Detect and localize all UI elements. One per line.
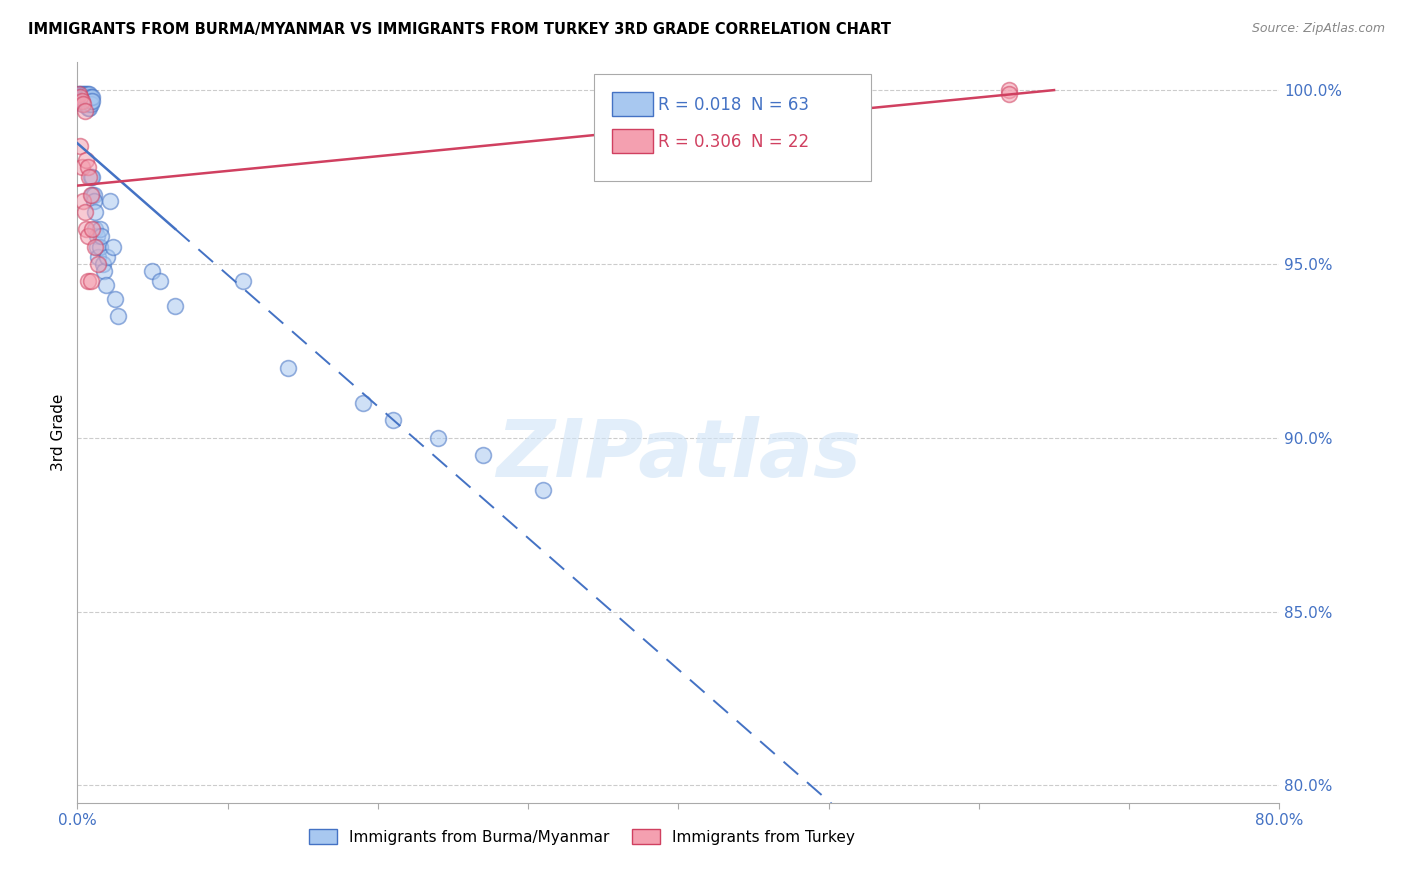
Text: R = 0.018: R = 0.018	[658, 95, 741, 113]
Point	[69, 139, 91, 153]
FancyBboxPatch shape	[612, 92, 654, 116]
Point	[100, 194, 122, 209]
Point	[80, 97, 103, 112]
Point	[86, 240, 108, 254]
Text: ZIPatlas: ZIPatlas	[496, 416, 860, 494]
Point	[76, 97, 98, 112]
FancyBboxPatch shape	[595, 73, 870, 181]
Point	[76, 94, 98, 108]
Point	[89, 240, 111, 254]
Point	[277, 361, 299, 376]
Point	[87, 257, 110, 271]
Point	[104, 292, 127, 306]
Point	[76, 87, 98, 101]
Point	[75, 153, 97, 167]
Point	[73, 205, 96, 219]
Text: N = 63: N = 63	[751, 95, 808, 113]
Point	[73, 94, 96, 108]
Point	[69, 94, 91, 108]
Point	[84, 205, 107, 219]
Point	[90, 229, 112, 244]
Point	[72, 94, 94, 108]
Point	[80, 170, 103, 185]
Point	[352, 396, 374, 410]
Point	[141, 264, 163, 278]
Point	[76, 160, 98, 174]
Point	[73, 90, 96, 104]
Point	[80, 274, 103, 288]
Point	[531, 483, 554, 497]
Point	[72, 90, 94, 104]
Point	[998, 83, 1021, 97]
Point	[84, 222, 107, 236]
Point	[82, 222, 104, 236]
Point	[73, 104, 96, 119]
Point	[472, 448, 495, 462]
Point	[149, 274, 172, 288]
Point	[76, 101, 98, 115]
Point	[163, 299, 186, 313]
Point	[84, 240, 107, 254]
Point	[82, 170, 104, 185]
Point	[998, 87, 1021, 101]
Point	[79, 97, 101, 112]
Point	[75, 90, 97, 104]
Y-axis label: 3rd Grade: 3rd Grade	[51, 394, 66, 471]
Point	[69, 87, 91, 101]
Legend: Immigrants from Burma/Myanmar, Immigrants from Turkey: Immigrants from Burma/Myanmar, Immigrant…	[304, 822, 860, 851]
Point	[72, 97, 94, 112]
Point	[72, 194, 94, 209]
Point	[83, 194, 105, 209]
Point	[75, 222, 97, 236]
Point	[86, 229, 108, 244]
Point	[82, 187, 104, 202]
Text: R = 0.306: R = 0.306	[658, 133, 741, 151]
Point	[76, 229, 98, 244]
Point	[75, 94, 97, 108]
Point	[70, 94, 93, 108]
Point	[107, 309, 129, 323]
Point	[89, 222, 111, 236]
Point	[232, 274, 254, 288]
Point	[93, 264, 115, 278]
Point	[83, 187, 105, 202]
Point	[94, 277, 117, 292]
Point	[87, 250, 110, 264]
Point	[79, 170, 101, 185]
Point	[82, 94, 104, 108]
Text: N = 22: N = 22	[751, 133, 808, 151]
Point	[69, 90, 91, 104]
Point	[75, 97, 97, 112]
Text: IMMIGRANTS FROM BURMA/MYANMAR VS IMMIGRANTS FROM TURKEY 3RD GRADE CORRELATION CH: IMMIGRANTS FROM BURMA/MYANMAR VS IMMIGRA…	[28, 22, 891, 37]
Point	[76, 90, 98, 104]
Point	[72, 87, 94, 101]
Point	[79, 87, 101, 101]
Point	[69, 90, 91, 104]
Point	[70, 87, 93, 101]
Point	[73, 87, 96, 101]
Point	[70, 90, 93, 104]
Point	[67, 87, 90, 101]
Point	[70, 160, 93, 174]
Point	[75, 87, 97, 101]
Point	[103, 240, 125, 254]
Point	[91, 257, 114, 271]
Point	[70, 94, 93, 108]
Point	[76, 274, 98, 288]
Point	[79, 101, 101, 115]
Point	[80, 94, 103, 108]
Point	[381, 413, 404, 427]
Point	[67, 87, 90, 101]
Point	[70, 97, 93, 112]
FancyBboxPatch shape	[612, 129, 654, 153]
Point	[427, 431, 450, 445]
Text: Source: ZipAtlas.com: Source: ZipAtlas.com	[1251, 22, 1385, 36]
Point	[79, 94, 101, 108]
Point	[80, 90, 103, 104]
Point	[96, 250, 118, 264]
Point	[80, 187, 103, 202]
Point	[82, 90, 104, 104]
